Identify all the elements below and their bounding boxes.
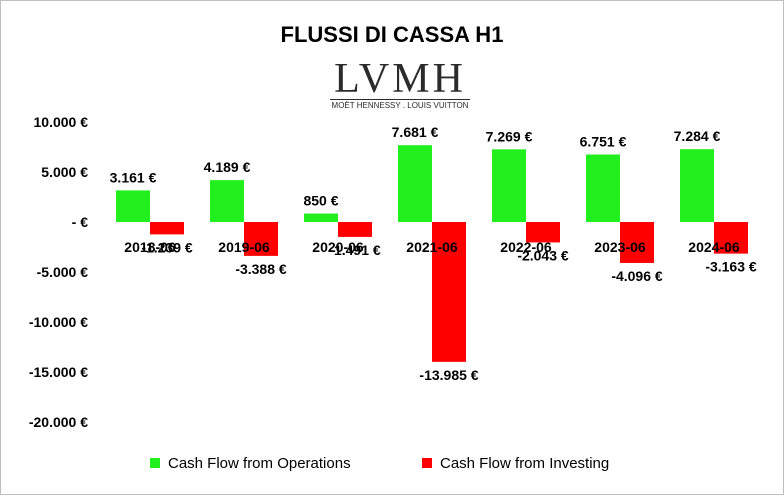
data-label: -2.043 € [517, 247, 569, 263]
y-tick-label: -15.000 € [29, 364, 88, 380]
bar-investing [526, 222, 560, 243]
bar-investing [244, 222, 278, 256]
bar-operations [210, 180, 244, 222]
legend-item-operations: Cash Flow from Operations [150, 455, 351, 472]
legend-item-investing: Cash Flow from Investing [422, 455, 609, 472]
lvmh-logo: LVMH MOËT HENNESSY . LOUIS VUITTON [330, 58, 470, 110]
legend-label-operations: Cash Flow from Operations [168, 455, 351, 472]
y-tick-label: -20.000 € [29, 414, 88, 430]
logo-wordmark: LVMH [334, 56, 466, 102]
bar-investing [620, 222, 654, 263]
bar-operations [116, 190, 150, 222]
bar-operations [304, 213, 338, 222]
bar-operations [492, 149, 526, 222]
x-tick-label: 2018-06 [124, 239, 176, 255]
data-label: -13.985 € [419, 367, 478, 383]
data-label: 3.161 € [110, 169, 157, 185]
data-label: 7.269 € [486, 128, 533, 144]
bar-investing [338, 222, 372, 237]
data-label: 4.189 € [204, 159, 251, 175]
data-label: -1.491 € [329, 242, 381, 258]
bar-operations [586, 154, 620, 222]
y-tick-label: 5.000 € [41, 164, 88, 180]
legend-label-investing: Cash Flow from Investing [440, 455, 610, 472]
bar-investing [714, 222, 748, 254]
data-label: 7.681 € [392, 124, 439, 140]
legend-swatch-operations [150, 458, 160, 469]
x-tick-label: 2021-06 [406, 239, 458, 255]
data-label: -3.388 € [235, 261, 287, 277]
x-tick-label: 2020-06 [312, 239, 364, 255]
bar-investing [432, 222, 466, 362]
y-tick-label: 10.000 € [34, 114, 89, 130]
logo-subtitle: MOËT HENNESSY . LOUIS VUITTON [330, 99, 470, 110]
data-label: -4.096 € [611, 268, 663, 284]
data-label: 850 € [303, 193, 338, 209]
bar-investing [150, 222, 184, 235]
bar-operations [398, 145, 432, 222]
bar-operations [680, 149, 714, 222]
data-label: -3.163 € [705, 259, 757, 275]
legend-swatch-investing [422, 458, 432, 469]
y-tick-label: - € [72, 214, 89, 230]
data-label: 7.284 € [674, 128, 721, 144]
x-tick-label: 2024-06 [688, 239, 740, 255]
x-tick-label: 2022-06 [500, 239, 552, 255]
chart-title: FLUSSI DI CASSA H1 [280, 22, 504, 47]
data-label: 6.751 € [580, 133, 627, 149]
x-tick-label: 2023-06 [594, 239, 646, 255]
x-tick-label: 2019-06 [218, 239, 270, 255]
y-tick-label: -5.000 € [37, 264, 89, 280]
y-tick-label: -10.000 € [29, 314, 88, 330]
data-label: -1.239 € [141, 239, 193, 255]
